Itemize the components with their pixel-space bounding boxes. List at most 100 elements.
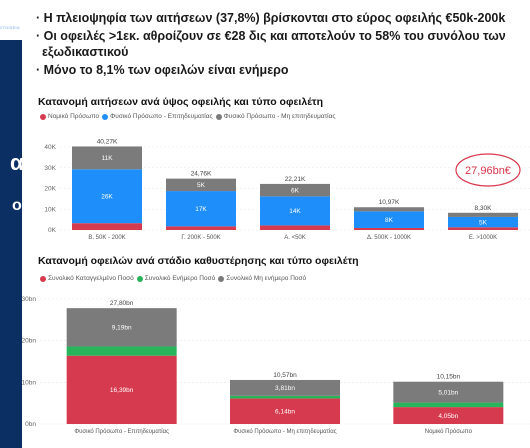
chart2-title: Κατανομή οφειλών ανά στάδιο καθυστέρησης… [38,255,359,267]
legend-label: Φυσικό Πρόσωπο - Επιτηδευματίας [110,113,213,120]
data-label: 6,14bn [275,409,295,416]
legend-item[interactable]: Συνολικό Ενήμερο Ποσό [136,275,216,282]
x-tick-label: Α. <50K [284,235,306,241]
y-tick-label: 10K [44,206,56,213]
bar-total-label: 10,97K [379,199,400,206]
bar-segment [393,402,504,408]
x-tick-label: Γ. 200K - 500K [181,235,220,241]
bar-segment [230,398,340,424]
data-label: 8K [385,217,394,224]
sidebar-logo: ΣΤΟΙΧΕΙΑ [0,25,20,30]
data-label: 5,01bn [438,389,458,396]
legend-swatch [215,113,222,120]
legend-swatch [40,275,46,282]
y-tick-label: 30K [44,165,56,172]
bar-segment [260,225,330,230]
legend-item[interactable]: Συνολικό Καταγγελμένο Ποσό [40,275,134,282]
x-tick-label: Δ. 500K - 1000K [367,235,411,241]
data-label: 11K [101,155,113,162]
legend-item[interactable]: Φυσικό Πρόσωπο - Μη επιτηδευματίας [215,113,336,120]
bar-segment [72,169,142,224]
data-label: 26K [101,194,113,201]
bar-segment [166,191,236,227]
chart2-legend: Συνολικό Καταγγελμένο Ποσό Συνολικό Ενήμε… [40,275,309,282]
data-label: 16,39bn [110,387,134,394]
bar-total-label: 24,76K [191,171,212,178]
bullet-2: · Οι οφειλές >1εκ. αθροίζουν σε €28 δις … [36,29,506,43]
bullet-1-text: Η πλειοψηφία των αιτήσεων (37,8%) βρίσκο… [43,11,506,25]
bullet-3: · Μόνο το 8,1% των οφειλών είναι ενήμερο [36,63,289,77]
y-tick-label: 20K [44,186,56,193]
bar-segment [354,211,424,228]
data-label: 5K [479,219,488,226]
bar-segment [260,183,330,197]
y-tick-label: 10bn [22,379,37,386]
x-tick-label: Νομικό Πρόσωπο [425,428,473,435]
bar-segment [166,178,236,192]
x-tick-label: Β. 50K - 200K [88,235,125,241]
legend-label: Συνολικό Μη ενήμερο Ποσό [226,275,307,282]
legend-swatch [218,275,225,282]
sidebar-heading-fragment: α [10,150,24,175]
highlight-value: 27,96bn€ [465,165,511,177]
bar-segment [66,355,177,424]
bullet-2-cont: εξωδικαστικού [42,45,129,59]
bar-segment [393,381,504,403]
bar-segment [66,308,177,347]
x-tick-label: Φυσικό Πρόσωπο - Μη επιτηδευματίας [233,428,336,435]
legend-item[interactable]: Φυσικό Πρόσωπο - Επιτηδευματίας [102,113,213,120]
y-tick-label: 0bn [25,421,36,428]
highlight-circle [455,153,521,187]
bar-segment [72,223,142,230]
chart1-title: Κατανομή αιτήσεων ανά ύψος οφειλής και τ… [38,96,324,108]
left-sidebar: ΣΤΟΙΧΕΙΑ α ο [0,0,24,448]
legend-item[interactable]: Συνολικό Μη ενήμερο Ποσό [218,275,306,282]
bar-total-label: 40,27K [97,138,118,145]
bar-segment [260,196,330,226]
bullet-2-text: Οι οφειλές >1εκ. αθροίζουν σε €28 δις κα… [43,29,506,43]
bar-segment [448,227,518,230]
bar-segment [166,226,236,230]
y-tick-label: 20bn [22,338,37,345]
x-tick-label: Ε. >1000K [469,235,497,241]
legend-item[interactable]: Νομικό Πρόσωπο [40,113,99,120]
bar-total-label: 22,21K [285,176,306,183]
legend-swatch [102,113,109,120]
bar-segment [230,395,340,399]
bar-segment [66,346,177,356]
bar-segment [354,227,424,230]
y-tick-label: 30bn [22,296,37,303]
bar-segment [72,146,142,170]
sidebar-logo-area [0,0,22,40]
legend-swatch [136,275,143,282]
sidebar-heading-fragment-2: ο [12,197,22,214]
bar-segment [354,207,424,212]
bar-total-label: 10,57bn [273,372,297,379]
bar-total-label: 10,15bn [437,374,461,381]
data-label: 3,81bn [275,385,295,392]
chart1-legend: Νομικό Πρόσωπο Φυσικό Πρόσωπο - Επιτηδευμ… [40,113,339,120]
legend-label: Νομικό Πρόσωπο [48,113,100,120]
legend-label: Φυσικό Πρόσωπο - Μη επιτηδευματίας [223,113,336,120]
bar-segment [230,379,340,396]
y-tick-label: 0K [48,227,57,234]
y-tick-label: 40K [44,144,56,151]
legend-label: Συνολικό Ενήμερο Ποσό [144,275,216,282]
bar-total-label: 8,30K [475,205,493,212]
data-label: 5K [197,182,206,189]
x-tick-label: Φυσικό Πρόσωπο - Επιτηδευματίας [74,428,169,435]
bar-segment [393,407,504,424]
legend-swatch [40,113,46,120]
legend-label: Συνολικό Καταγγελμένο Ποσό [48,275,134,282]
data-label: 9,19bn [112,325,132,332]
bar-segment [448,212,518,217]
bullet-1: · Η πλειοψηφία των αιτήσεων (37,8%) βρίσ… [36,11,506,25]
bar-total-label: 27,80bn [110,300,134,307]
bar-segment [448,216,518,228]
bullet-3-text: Μόνο το 8,1% των οφειλών είναι ενήμερο [43,63,289,77]
data-label: 6K [291,187,300,194]
data-label: 14K [289,208,301,215]
data-label: 17K [195,206,207,213]
data-label: 4,05bn [438,413,458,420]
